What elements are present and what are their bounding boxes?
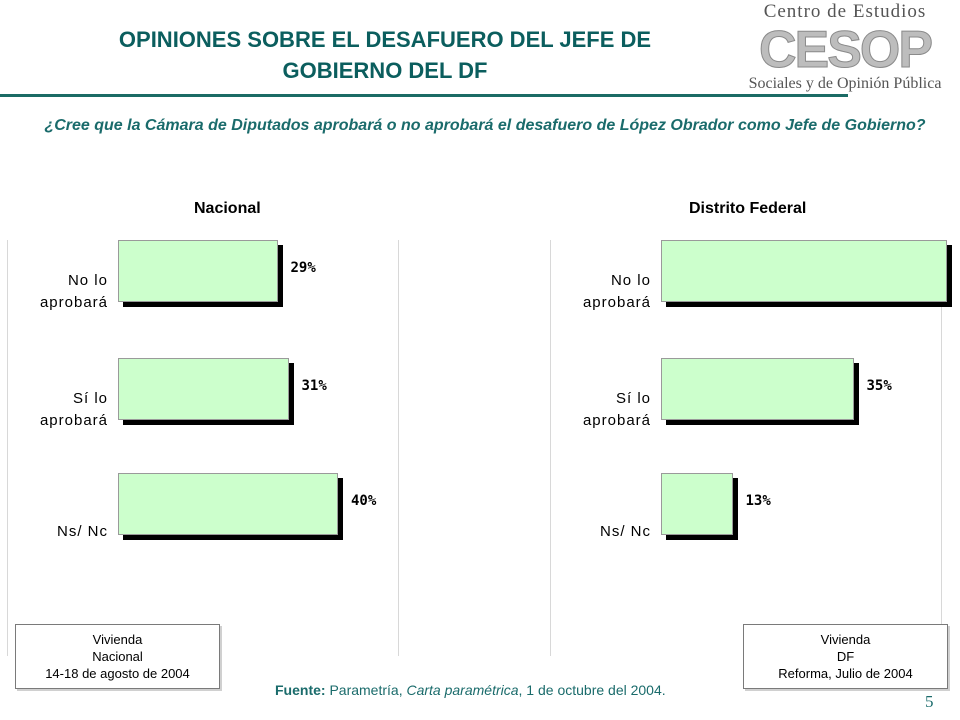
note-line: DF xyxy=(836,649,855,664)
value-label: 31% xyxy=(301,378,327,394)
bar xyxy=(661,358,854,420)
category-label: Ns/ Nc xyxy=(57,523,108,540)
bar xyxy=(661,473,733,535)
bar xyxy=(118,240,278,302)
chart-panel-nacional: 29% No lo aprobará 31% Sí lo aprobará 40% Ns/ N… xyxy=(7,240,399,656)
category-label: Sí lo aprobará xyxy=(582,390,651,429)
source-citation: Fuente: Parametría, Carta paramétrica, 1… xyxy=(275,682,666,698)
value-label: 40% xyxy=(351,493,377,509)
note-line: Reforma, Julio de 2004 xyxy=(778,666,913,681)
value-label: 35% xyxy=(866,378,892,394)
slide-title: OPINIONES SOBRE EL DESAFUERO DEL JEFE DE… xyxy=(60,24,710,86)
title-line-1: OPINIONES SOBRE EL DESAFUERO DEL JEFE DE xyxy=(118,27,652,52)
logo-top-text: Centro de Estudios xyxy=(764,1,927,22)
sample-note-nacional: Vivienda Nacional 14-18 de agosto de 200… xyxy=(15,624,220,689)
note-line: Nacional xyxy=(92,649,143,664)
note-line: Vivienda xyxy=(92,632,143,647)
bar xyxy=(118,473,338,535)
title-line-2: GOBIERNO DEL DF xyxy=(282,58,488,83)
logo-mark: CESOP xyxy=(759,21,931,79)
value-label: 29% xyxy=(290,260,316,276)
note-line: Vivienda xyxy=(820,632,871,647)
header-divider xyxy=(0,94,848,97)
bar xyxy=(661,240,947,302)
page-number: 5 xyxy=(925,692,934,711)
chart-title-nacional: Nacional xyxy=(194,200,261,217)
logo-bottom-text: Sociales y de Opinión Pública xyxy=(749,75,942,92)
source-label: Fuente: xyxy=(275,682,326,698)
bar xyxy=(118,358,289,420)
category-label: Ns/ Nc xyxy=(600,523,651,540)
chart-title-df: Distrito Federal xyxy=(689,200,807,217)
note-line: 14-18 de agosto de 2004 xyxy=(45,666,190,681)
sample-note-df: Vivienda DF Reforma, Julio de 2004 xyxy=(743,624,948,689)
cesop-logo: Centro de Estudios CESOP Sociales y de O… xyxy=(735,0,955,98)
survey-question: ¿Cree que la Cámara de Diputados aprobar… xyxy=(44,117,926,134)
value-label: 13% xyxy=(745,493,771,509)
category-label: Sí lo aprobará xyxy=(39,390,108,429)
category-label: No lo aprobará xyxy=(39,272,108,311)
category-label: No lo aprobará xyxy=(582,272,651,311)
source-text-2: , 1 de octubre del 2004. xyxy=(518,682,666,698)
source-publication: Carta paramétrica xyxy=(406,682,519,698)
source-text-1: Parametría, xyxy=(325,682,407,698)
